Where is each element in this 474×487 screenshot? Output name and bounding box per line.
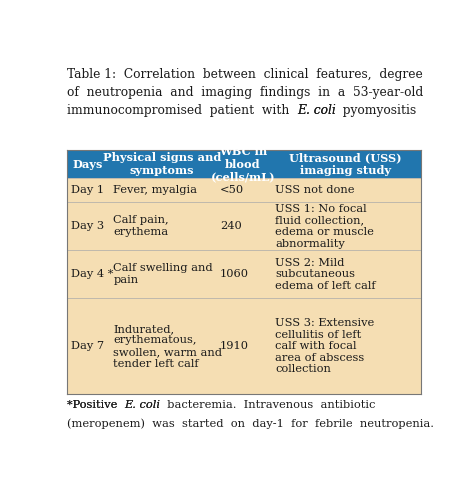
Text: Fever, myalgia: Fever, myalgia bbox=[113, 186, 197, 195]
Text: of  neutropenia  and  imaging  findings  in  a  53-year-old: of neutropenia and imaging findings in a… bbox=[66, 86, 423, 99]
Text: 1910: 1910 bbox=[220, 341, 249, 351]
Text: Days: Days bbox=[73, 159, 103, 170]
Text: USS 2: Mild
subcutaneous
edema of left calf: USS 2: Mild subcutaneous edema of left c… bbox=[275, 258, 375, 291]
Text: Day 1: Day 1 bbox=[71, 186, 104, 195]
Text: immunocompromised  patient  with: immunocompromised patient with bbox=[66, 104, 297, 117]
Text: E. coli: E. coli bbox=[297, 104, 336, 117]
Text: Ultrasound (USS)
imaging study: Ultrasound (USS) imaging study bbox=[290, 152, 402, 176]
Text: E. coli: E. coli bbox=[124, 400, 160, 411]
Text: USS 1: No focal
fluid collection,
edema or muscle
abnormality: USS 1: No focal fluid collection, edema … bbox=[275, 204, 374, 249]
Text: Calf swelling and
pain: Calf swelling and pain bbox=[113, 263, 213, 285]
Text: Indurated,
erythematous,
swollen, warm and
tender left calf: Indurated, erythematous, swollen, warm a… bbox=[113, 324, 222, 369]
Text: USS 3: Extensive
cellulitis of left
calf with focal
area of abscess
collection: USS 3: Extensive cellulitis of left calf… bbox=[275, 318, 374, 375]
Text: E. coli: E. coli bbox=[124, 400, 160, 411]
Text: USS not done: USS not done bbox=[275, 186, 355, 195]
Text: <50: <50 bbox=[220, 186, 244, 195]
Bar bbox=[66, 150, 421, 178]
Text: *Positive: *Positive bbox=[66, 400, 124, 411]
Text: Calf pain,
erythema: Calf pain, erythema bbox=[113, 215, 169, 237]
Bar bbox=[66, 178, 421, 202]
Text: 240: 240 bbox=[220, 221, 242, 231]
Text: Table 1:  Correlation  between  clinical  features,  degree: Table 1: Correlation between clinical fe… bbox=[66, 68, 422, 81]
Text: E. coli: E. coli bbox=[297, 104, 336, 117]
Text: (meropenem)  was  started  on  day-1  for  febrile  neutropenia.: (meropenem) was started on day-1 for feb… bbox=[66, 418, 434, 429]
Text: pyomyositis: pyomyositis bbox=[336, 104, 417, 117]
Text: Day 7: Day 7 bbox=[71, 341, 104, 351]
Text: bacteremia.  Intravenous  antibiotic: bacteremia. Intravenous antibiotic bbox=[160, 400, 375, 411]
Text: Physical signs and
symptoms: Physical signs and symptoms bbox=[103, 152, 221, 176]
Text: WBC in
blood
(cells/mL): WBC in blood (cells/mL) bbox=[210, 146, 275, 183]
Bar bbox=[66, 202, 421, 250]
Bar bbox=[66, 250, 421, 298]
Bar bbox=[66, 298, 421, 394]
Text: *Positive: *Positive bbox=[66, 400, 124, 411]
Text: 1060: 1060 bbox=[220, 269, 249, 279]
Text: Day 4 *: Day 4 * bbox=[71, 269, 113, 279]
Text: Day 3: Day 3 bbox=[71, 221, 104, 231]
